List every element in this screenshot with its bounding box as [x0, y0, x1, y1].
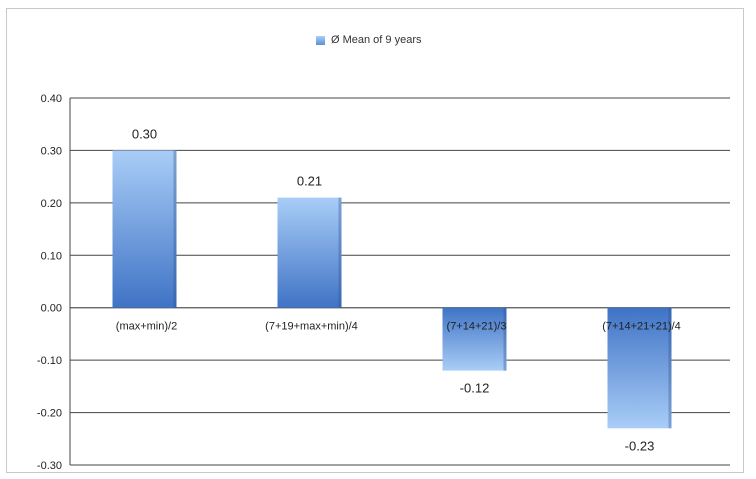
category-label: (7+14+21)/3: [447, 321, 507, 333]
y-tick-label: 0.40: [41, 93, 62, 105]
category-label: (7+19+max+min)/4: [265, 321, 358, 333]
data-label: -0.23: [625, 438, 655, 453]
y-tick-label: -0.30: [37, 460, 62, 472]
bar-shadow: [174, 150, 177, 307]
y-tick-label: -0.20: [37, 408, 62, 420]
bar: [443, 308, 507, 371]
bar-shadow: [504, 308, 507, 371]
y-tick-label: 0.00: [41, 303, 62, 315]
category-label: (max+min)/2: [116, 321, 177, 333]
y-tick-label: -0.10: [37, 355, 62, 367]
y-tick-label: 0.30: [41, 145, 62, 157]
bar-shadow: [339, 198, 342, 308]
category-label: (7+14+21+21)/4: [602, 321, 681, 333]
y-tick-label: 0.20: [41, 198, 62, 210]
y-tick-label: 0.10: [41, 250, 62, 262]
data-label: 0.21: [297, 174, 322, 189]
bar: [113, 150, 177, 307]
data-label: 0.30: [132, 126, 157, 141]
bar: [278, 198, 342, 308]
data-label: -0.12: [460, 381, 490, 396]
